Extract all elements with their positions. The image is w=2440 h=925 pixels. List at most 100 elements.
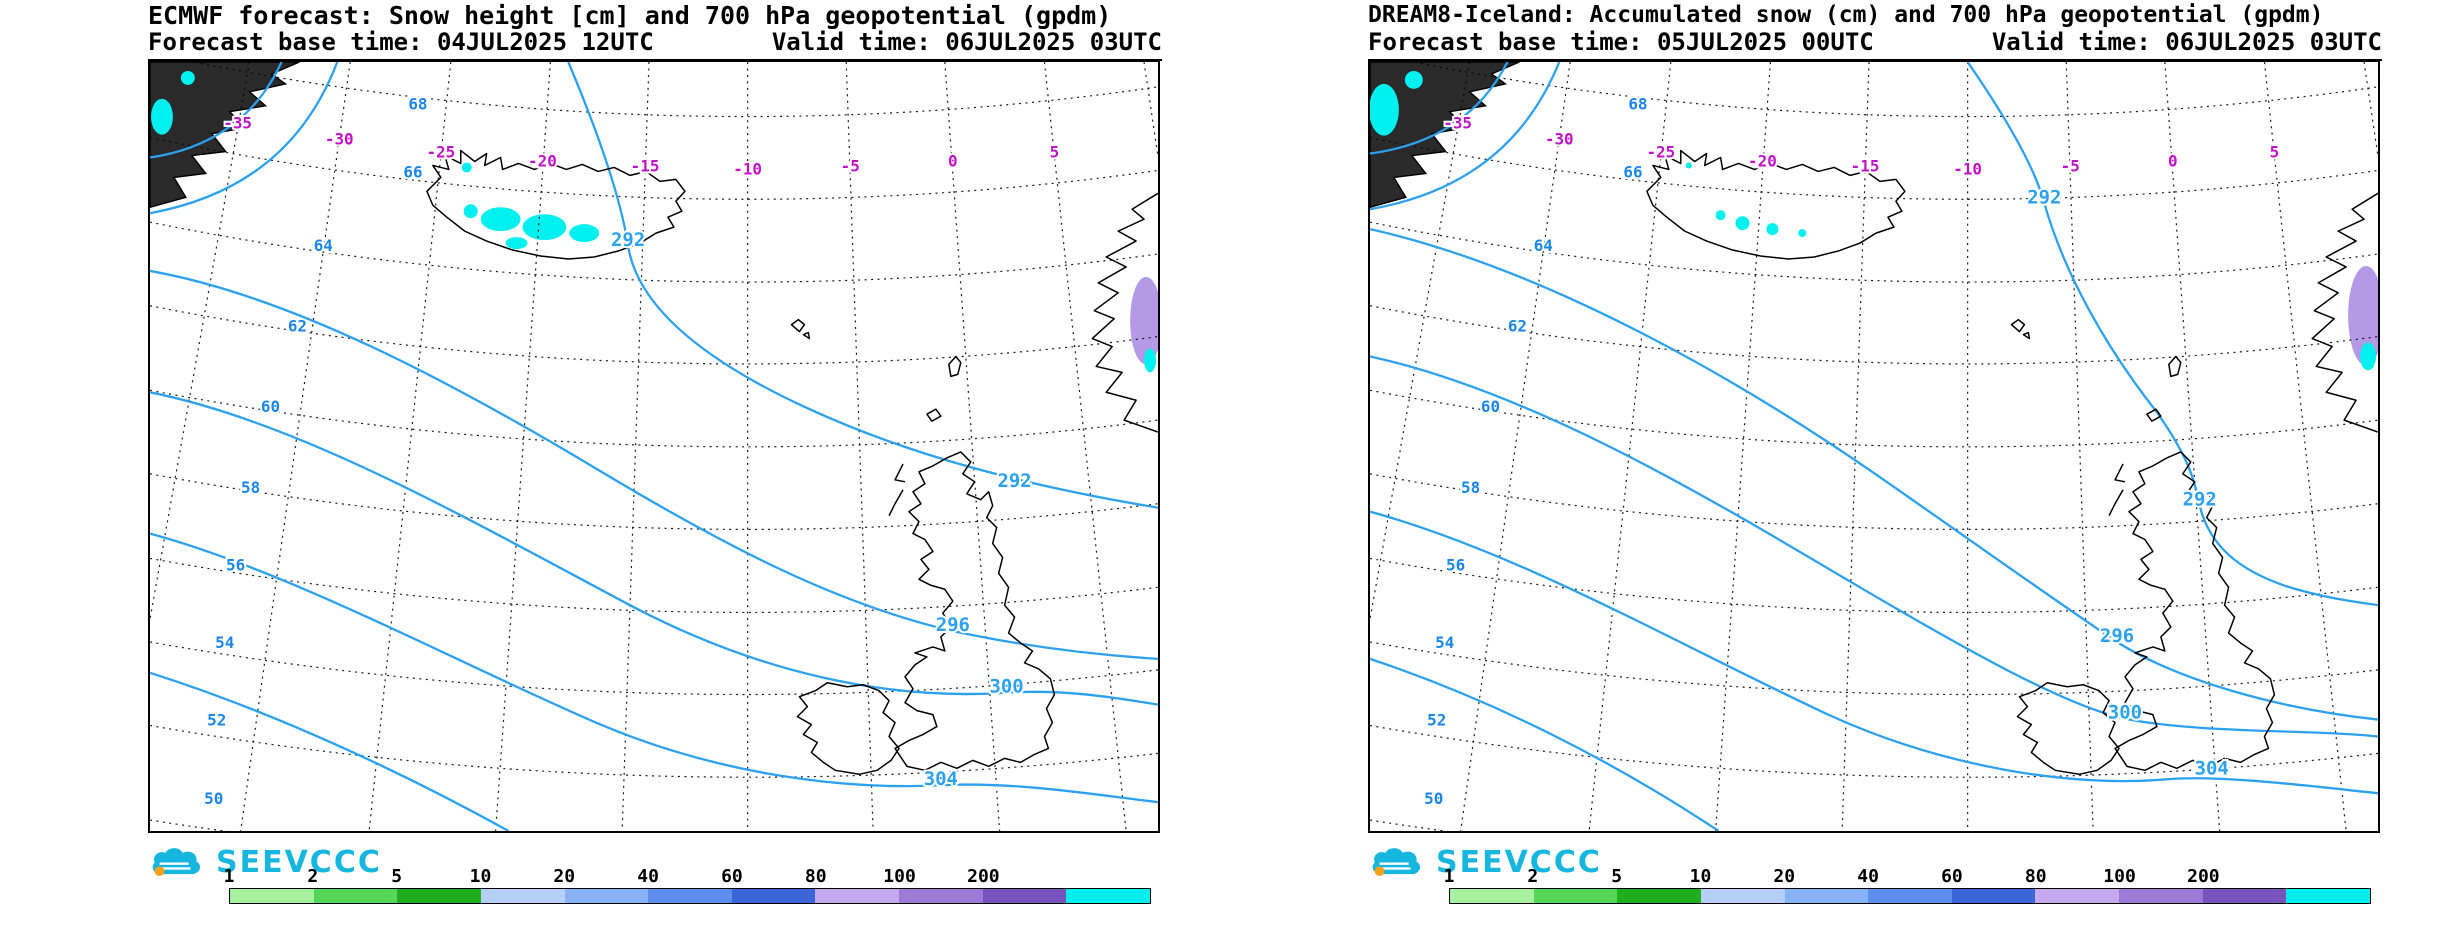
colorbar-segment bbox=[982, 889, 1067, 903]
norway-coastline bbox=[2311, 192, 2378, 433]
cloud-stripe bbox=[159, 862, 189, 865]
lat-label: 50 bbox=[1424, 789, 1443, 808]
map-frame-dream8: -35 -30 -25 -20 -15 -10 -5 0 5 68 66 64 … bbox=[1368, 60, 2380, 833]
lat-label: 56 bbox=[226, 555, 245, 574]
shetland-coastline bbox=[948, 355, 962, 378]
forecast-base-time: Forecast base time: 05JUL2025 00UTC bbox=[1368, 28, 1874, 56]
panel-subtitle: Forecast base time: 04JUL2025 12UTC Vali… bbox=[148, 29, 1162, 56]
snow-patch-iceland bbox=[522, 214, 567, 241]
colorbar-tick-label: 60 bbox=[721, 866, 743, 887]
colorbar-segment bbox=[1951, 889, 2036, 903]
lon-label: -5 bbox=[841, 156, 860, 175]
lat-label: 56 bbox=[1446, 555, 1465, 574]
lat-label: 58 bbox=[1461, 478, 1480, 497]
cloud-stripe bbox=[1377, 867, 1411, 870]
lat-label: 52 bbox=[207, 711, 226, 730]
norway-coastline bbox=[1091, 192, 1158, 433]
valid-time: Valid time: 06JUL2025 03UTC bbox=[1991, 28, 2382, 56]
ireland-coastline bbox=[796, 682, 900, 776]
colorbar-tick-label: 2 bbox=[307, 866, 319, 887]
lat-label: 68 bbox=[1628, 95, 1647, 114]
lon-label: 5 bbox=[1050, 143, 1060, 162]
weather-map-ecmwf: -35 -30 -25 -20 -15 -10 -5 0 5 68 66 64 … bbox=[150, 62, 1158, 831]
forecast-base-time: Forecast base time: 04JUL2025 12UTC bbox=[148, 28, 654, 56]
cloud-icon bbox=[152, 848, 201, 877]
hebrides-coastline bbox=[888, 463, 906, 516]
geopotential-contours bbox=[1370, 62, 2378, 831]
iceland-coastline bbox=[1646, 149, 1906, 260]
colorbar-tick-label: 5 bbox=[391, 866, 403, 887]
snow-patch-norway bbox=[2360, 342, 2377, 371]
shetland-coastline bbox=[2168, 355, 2182, 378]
map-frame-ecmwf: -35 -30 -25 -20 -15 -10 -5 0 5 68 66 64 … bbox=[148, 60, 1160, 833]
colorbar-tick-label: 100 bbox=[883, 866, 916, 887]
seevccc-logo-text: SEEVCCC bbox=[1436, 845, 1602, 880]
lon-label: -10 bbox=[1953, 159, 1982, 178]
contour-label: 292 bbox=[2183, 489, 2217, 511]
snow-patches bbox=[150, 70, 1158, 373]
great-britain-coastline bbox=[2114, 451, 2276, 772]
snow-patch-iceland bbox=[1766, 223, 1779, 236]
great-britain-coastline bbox=[894, 451, 1056, 772]
snow-patch-iceland bbox=[1715, 210, 1726, 221]
graticule bbox=[1370, 62, 2378, 831]
lat-label: 62 bbox=[1508, 317, 1527, 336]
colorbar-segment bbox=[2119, 889, 2203, 903]
colorbar-segment bbox=[899, 889, 983, 903]
colorbar-tick-label: 200 bbox=[967, 866, 1000, 887]
lat-label: 68 bbox=[408, 95, 427, 114]
seevccc-logo: SEEVCCC bbox=[148, 845, 382, 880]
snow-patch-iceland bbox=[1735, 216, 1750, 231]
colorbar-segment bbox=[1868, 889, 1952, 903]
colorbar-segment bbox=[2286, 889, 2371, 903]
snow-patch-iceland bbox=[461, 162, 472, 173]
lon-label: -15 bbox=[631, 156, 660, 175]
colorbar-tick-label: 80 bbox=[804, 866, 827, 887]
seevccc-logo-text: SEEVCCC bbox=[216, 845, 382, 880]
colorbar-segment bbox=[2202, 889, 2287, 903]
lat-label: 54 bbox=[215, 633, 234, 652]
colorbar-segment bbox=[480, 889, 565, 903]
colorbar-tick-label: 10 bbox=[469, 866, 492, 887]
colorbar-tick-label: 200 bbox=[2187, 866, 2220, 887]
colorbar-tick-label: 60 bbox=[1941, 866, 1963, 887]
contour-label: 304 bbox=[924, 768, 958, 790]
panel-header: DREAM8-Iceland: Accumulated snow (cm) an… bbox=[1368, 2, 2382, 61]
snow-scale-colorbar: 1 2 5 10 20 40 60 80 100 200 bbox=[1444, 866, 2371, 908]
snow-patches bbox=[1370, 70, 2378, 371]
snow-patch-greenland bbox=[150, 98, 173, 135]
snow-patch-iceland bbox=[1685, 162, 1692, 169]
lon-label: -25 bbox=[426, 143, 455, 162]
colorbar-tick-label: 40 bbox=[1857, 866, 1879, 887]
contour-label: 296 bbox=[2100, 625, 2134, 647]
lon-label: -5 bbox=[2061, 156, 2080, 175]
colorbar-segment bbox=[1784, 889, 1869, 903]
iceland-coastline bbox=[426, 149, 686, 260]
coastlines bbox=[426, 149, 1158, 776]
snow-patch-iceland bbox=[505, 237, 528, 250]
colorbar-segment bbox=[1700, 889, 1785, 903]
panel-ecmwf: ECMWF forecast: Snow height [cm] and 700… bbox=[148, 2, 1162, 904]
sun-dot bbox=[1374, 866, 1385, 877]
geopotential-contours bbox=[150, 62, 1158, 831]
weather-map-dream8: -35 -30 -25 -20 -15 -10 -5 0 5 68 66 64 … bbox=[1370, 62, 2378, 831]
colorbar-labels: 1 2 5 10 20 40 60 80 100 200 bbox=[1444, 866, 2371, 888]
contour-label: 300 bbox=[990, 676, 1024, 698]
faroe-islands-coastline bbox=[790, 318, 811, 340]
map-labels: -35 -30 -25 -20 -15 -10 -5 0 5 68 66 64 … bbox=[1422, 93, 2281, 810]
lat-label: 64 bbox=[1534, 236, 1553, 255]
contour-label: 296 bbox=[936, 614, 970, 636]
lon-label: -20 bbox=[1748, 151, 1777, 170]
colorbar-segment bbox=[1533, 889, 1618, 903]
lat-label: 60 bbox=[1481, 397, 1500, 416]
colorbar-tick-label: 2 bbox=[1527, 866, 1539, 887]
panel-dream8: DREAM8-Iceland: Accumulated snow (cm) an… bbox=[1220, 0, 2440, 925]
lon-label: -35 bbox=[1443, 114, 1472, 133]
lon-label: -25 bbox=[1646, 143, 1675, 162]
snow-patch-norway bbox=[1144, 348, 1157, 373]
colorbar-tick-label: 1 bbox=[1443, 866, 1455, 887]
panel-header: ECMWF forecast: Snow height [cm] and 700… bbox=[148, 2, 1162, 61]
colorbar-tick-label: 100 bbox=[2103, 866, 2136, 887]
snow-patch-iceland bbox=[463, 204, 478, 219]
